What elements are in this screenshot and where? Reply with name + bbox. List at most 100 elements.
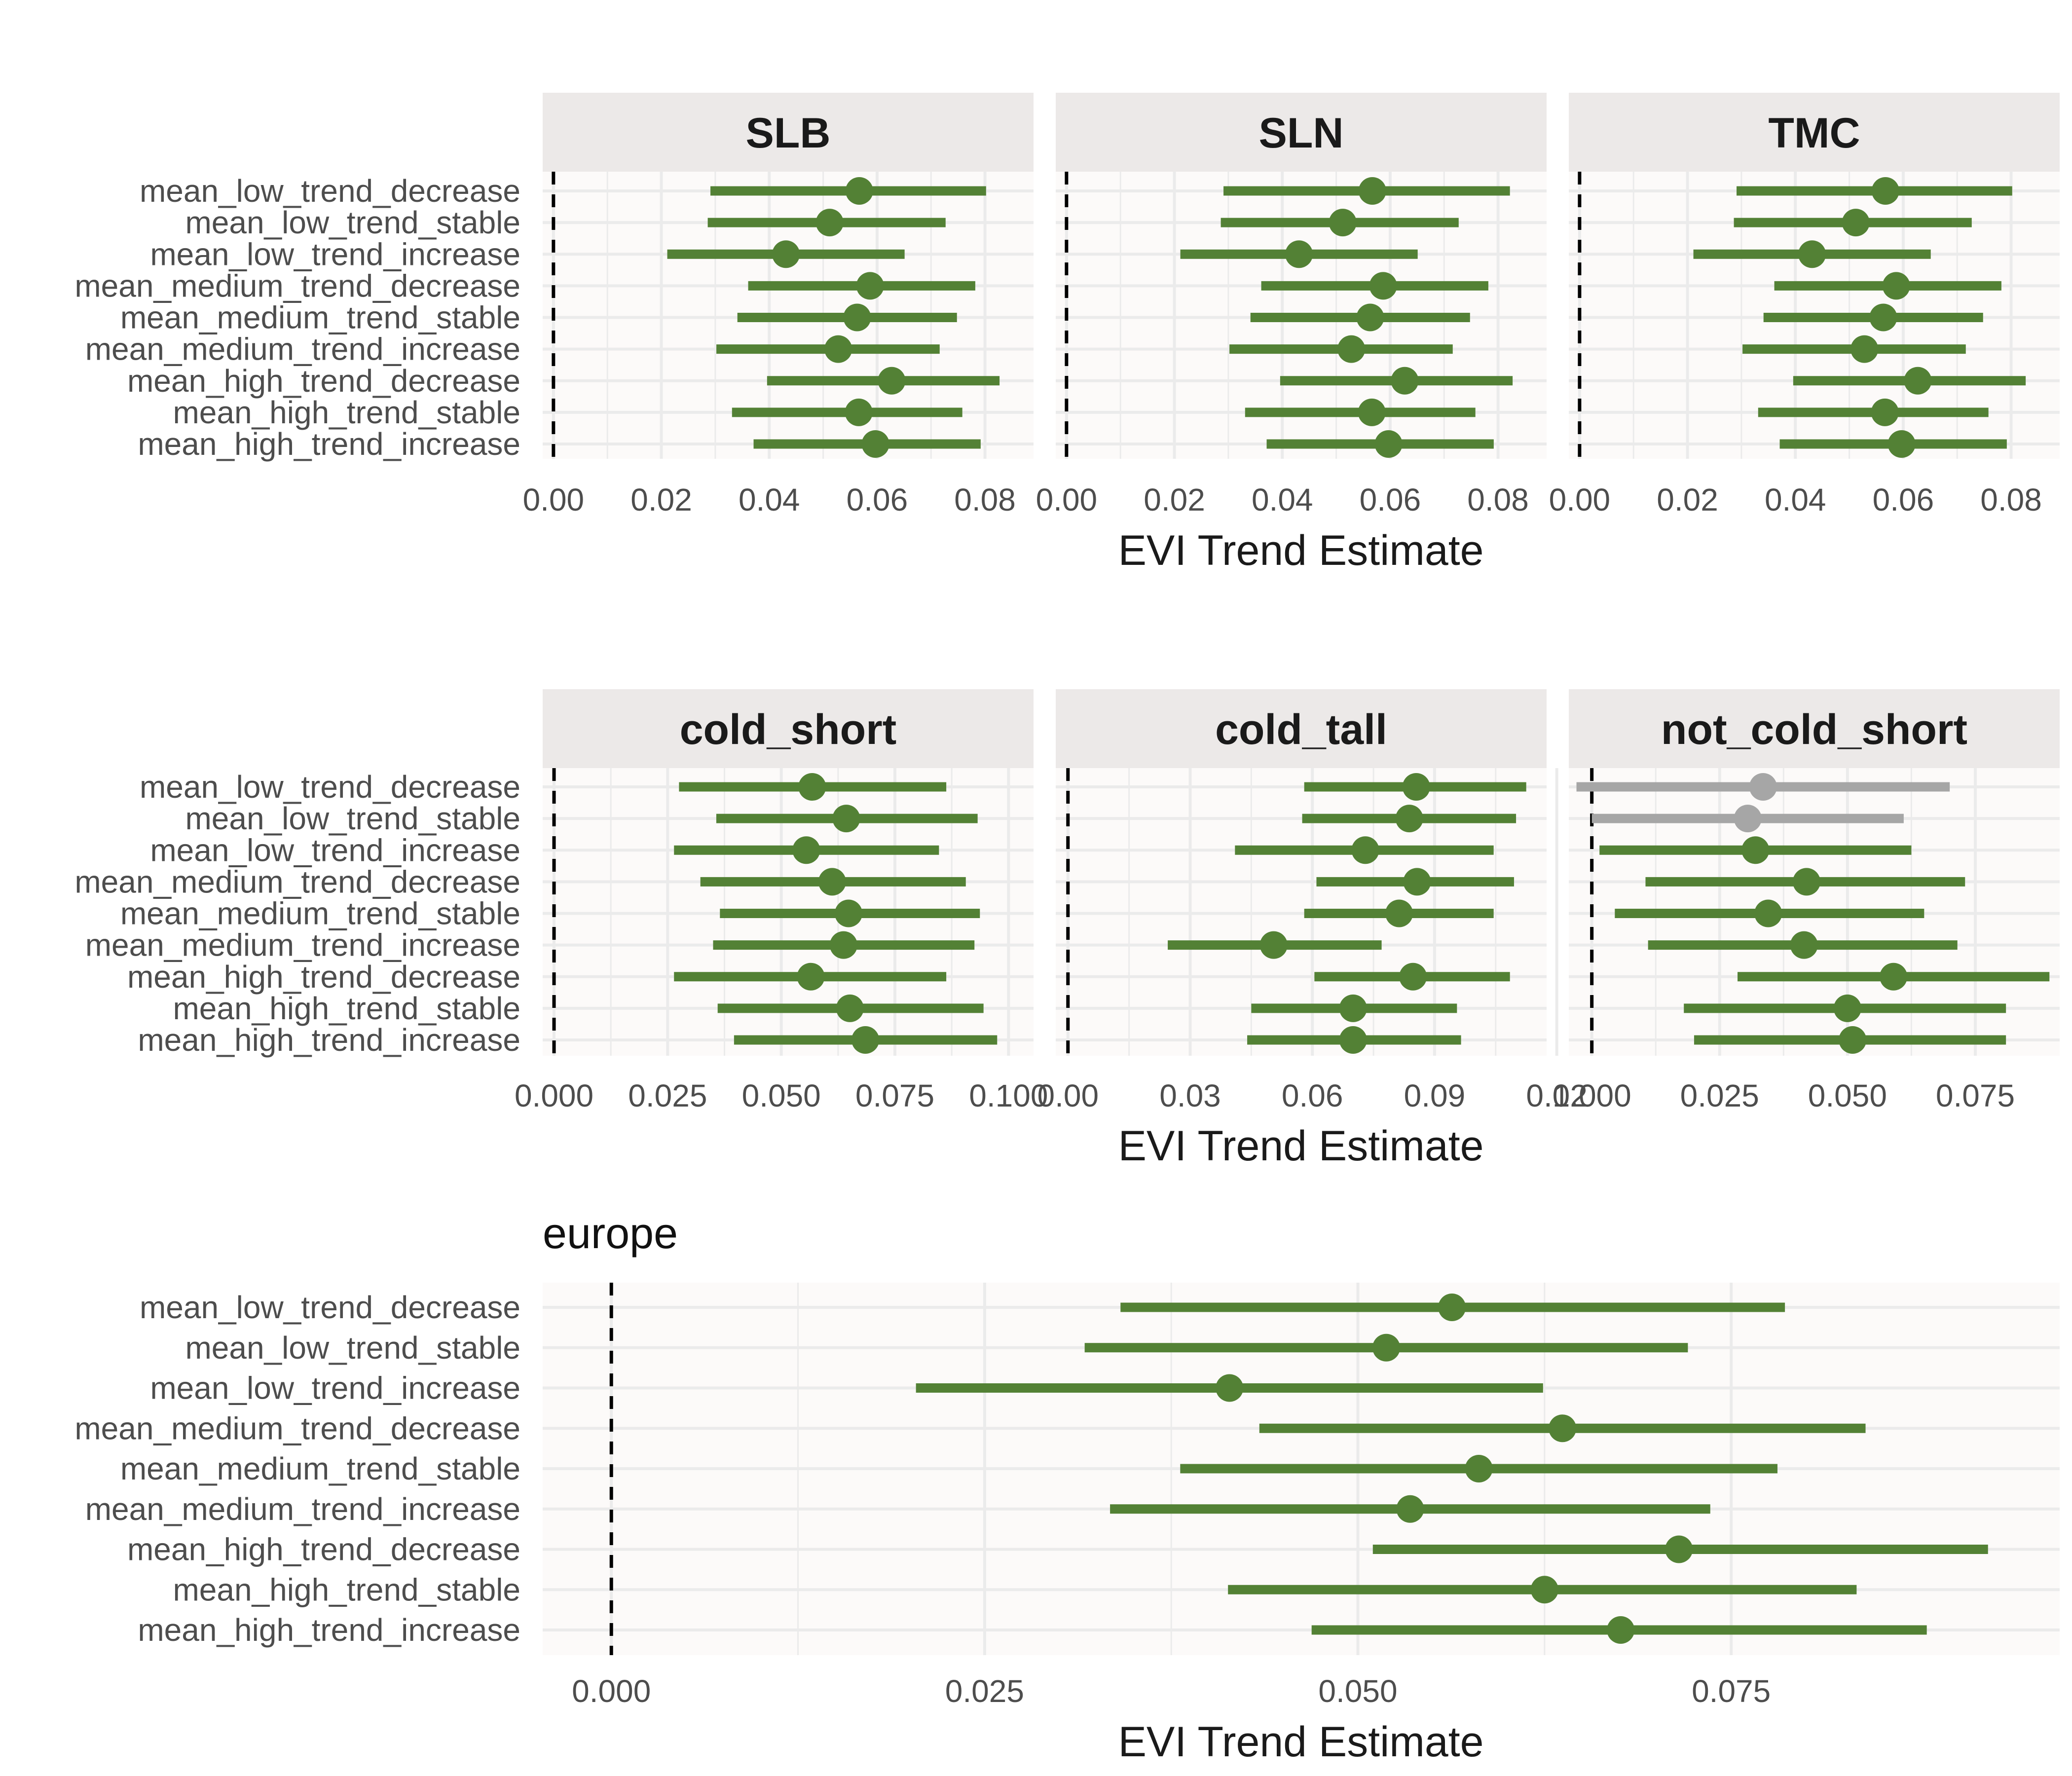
europe-category-label: mean_low_trend_increase: [150, 1370, 520, 1406]
middle-1-tick-label: 0.12: [1526, 1078, 1588, 1113]
europe-category-label: mean_low_trend_decrease: [140, 1290, 520, 1325]
top-category-label: mean_low_trend_increase: [150, 236, 520, 272]
middle-0-tick-label: 0.075: [855, 1078, 934, 1113]
middle-1-point-estimate: [1259, 931, 1288, 959]
middle-2-point-estimate: [1880, 962, 1908, 991]
middle-0-point-estimate: [829, 931, 857, 959]
top-1-tick-label: 0.06: [1360, 482, 1421, 518]
top-category-label: mean_high_trend_increase: [138, 426, 520, 462]
middle-1-tick-label: 0.00: [1037, 1078, 1099, 1113]
middle-1-facet-title: cold_tall: [1215, 706, 1387, 753]
europe-tick-label: 0.075: [1692, 1673, 1771, 1709]
middle-2-facet-strip: [1569, 689, 2060, 768]
top-0-point-estimate: [815, 209, 844, 237]
top-category-label: mean_medium_trend_decrease: [74, 268, 520, 303]
middle-0-point-estimate: [792, 836, 820, 864]
middle-1-tick-label: 0.09: [1404, 1078, 1466, 1113]
middle-2-facet-title: not_cold_short: [1661, 706, 1967, 753]
top-1-tick-label: 0.02: [1144, 482, 1205, 518]
middle-0-point-estimate: [851, 1026, 880, 1054]
top-1-facet-title: SLN: [1259, 110, 1344, 157]
middle-2-point-estimate: [1749, 773, 1777, 801]
top-1-point-estimate: [1337, 335, 1366, 363]
middle-1-tick-label: 0.06: [1282, 1078, 1343, 1113]
middle-0-point-estimate: [797, 962, 825, 991]
top-category-label: mean_medium_trend_increase: [85, 332, 520, 367]
top-2-tick-label: 0.04: [1765, 482, 1826, 518]
europe-tick-label: 0.000: [572, 1673, 651, 1709]
middle-0-tick-label: 0.050: [742, 1078, 821, 1113]
top-1-tick-label: 0.00: [1036, 482, 1098, 518]
middle-0-facet-title: cold_short: [680, 706, 897, 753]
europe-category-label: mean_high_trend_increase: [138, 1612, 520, 1648]
top-1-point-estimate: [1329, 209, 1357, 237]
top-2-tick-label: 0.08: [1980, 482, 2042, 518]
middle-2-tick-label: 0.050: [1808, 1078, 1887, 1113]
top-x-axis-title: EVI Trend Estimate: [1118, 527, 1484, 574]
middle-0-point-estimate: [798, 773, 826, 801]
top-1-point-estimate: [1285, 240, 1313, 268]
europe-tick-label: 0.050: [1318, 1673, 1397, 1709]
top-2-facet-strip: [1569, 93, 2060, 172]
top-category-label: mean_low_trend_stable: [185, 205, 520, 240]
top-2-point-estimate: [1882, 272, 1910, 300]
top-1-point-estimate: [1374, 430, 1403, 458]
middle-category-label: mean_high_trend_decrease: [127, 959, 520, 995]
europe-category-label: mean_medium_trend_decrease: [74, 1410, 520, 1446]
top-1-tick-label: 0.04: [1252, 482, 1313, 518]
middle-2-point-estimate: [1792, 868, 1820, 896]
europe-panel-title: europe: [543, 1209, 678, 1258]
middle-0-facet-strip: [543, 689, 1034, 768]
europe-point-estimate: [1607, 1616, 1635, 1644]
top-1-point-estimate: [1391, 367, 1419, 395]
europe-point-estimate: [1549, 1414, 1577, 1443]
top-0-point-estimate: [843, 303, 871, 332]
top-2-tick-label: 0.06: [1873, 482, 1934, 518]
top-2-point-estimate: [1871, 398, 1899, 426]
top-0-point-estimate: [861, 430, 889, 458]
middle-x-axis-title: EVI Trend Estimate: [1118, 1122, 1484, 1170]
europe-point-estimate: [1372, 1333, 1401, 1362]
europe-category-label: mean_high_trend_decrease: [127, 1532, 520, 1567]
top-1-facet-strip: [1056, 93, 1547, 172]
top-1-tick-label: 0.08: [1467, 482, 1529, 518]
middle-category-label: mean_medium_trend_decrease: [74, 864, 520, 899]
top-2-point-estimate: [1871, 177, 1899, 205]
middle-1-point-estimate: [1399, 962, 1427, 991]
middle-category-label: mean_medium_trend_increase: [85, 927, 520, 963]
top-0-point-estimate: [845, 177, 873, 205]
middle-2-tick-label: 0.075: [1936, 1078, 2015, 1113]
middle-1-point-estimate: [1402, 773, 1430, 801]
europe-category-label: mean_medium_trend_increase: [85, 1491, 520, 1527]
middle-2-point-estimate: [1790, 931, 1818, 959]
middle-0-tick-label: 0.025: [628, 1078, 707, 1113]
top-0-facet-title: SLB: [746, 110, 831, 157]
reference-lines: [552, 172, 1594, 1655]
middle-category-label: mean_low_trend_decrease: [140, 769, 520, 805]
europe-tick-label: 0.025: [945, 1673, 1024, 1709]
top-0-point-estimate: [772, 240, 800, 268]
top-2-point-estimate: [1798, 240, 1826, 268]
top-0-tick-label: 0.06: [847, 482, 908, 518]
top-0-tick-label: 0.02: [630, 482, 692, 518]
top-category-label: mean_low_trend_decrease: [140, 173, 520, 209]
top-0-tick-label: 0.00: [523, 482, 585, 518]
middle-1-point-estimate: [1385, 899, 1413, 927]
top-2-tick-label: 0.00: [1549, 482, 1611, 518]
europe-category-label: mean_low_trend_stable: [185, 1330, 520, 1366]
europe-point-estimate: [1665, 1535, 1693, 1563]
middle-0-tick-label: 0.100: [969, 1078, 1048, 1113]
top-category-label: mean_medium_trend_stable: [120, 300, 520, 335]
europe-point-estimate: [1465, 1455, 1493, 1482]
middle-category-label: mean_medium_trend_stable: [120, 896, 520, 931]
middle-category-label: mean_high_trend_increase: [138, 1022, 520, 1058]
middle-category-label: mean_low_trend_increase: [150, 832, 520, 868]
middle-2-point-estimate: [1833, 994, 1861, 1022]
middle-1-facet-strip: [1056, 689, 1547, 768]
top-1-point-estimate: [1356, 303, 1384, 332]
middle-0-point-estimate: [818, 868, 846, 896]
top-0-point-estimate: [856, 272, 884, 300]
interval-marks: [667, 177, 2050, 1644]
middle-2-point-estimate: [1741, 836, 1770, 864]
europe-point-estimate: [1438, 1294, 1466, 1321]
